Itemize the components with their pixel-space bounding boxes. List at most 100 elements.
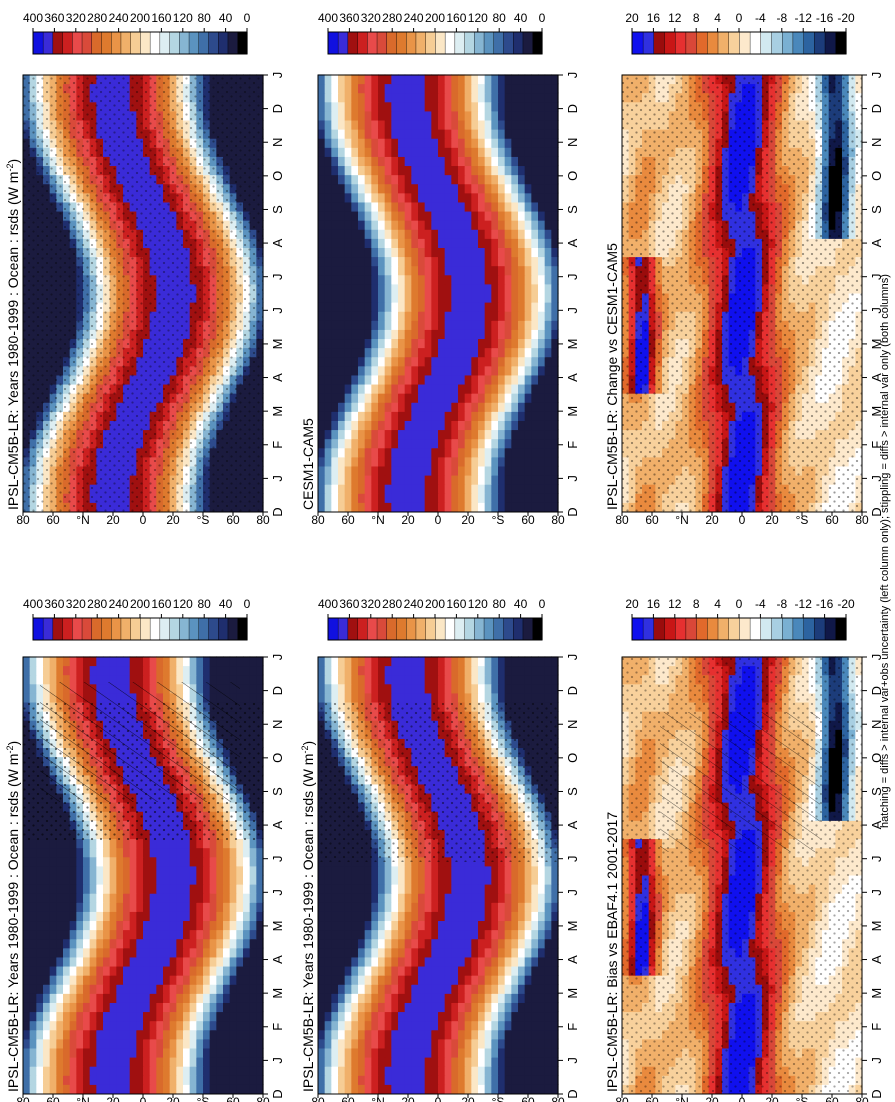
heatmap-cell bbox=[163, 920, 171, 931]
heatmap-cell bbox=[129, 920, 137, 931]
heatmap-cell bbox=[511, 1084, 519, 1094]
heatmap-cell bbox=[209, 674, 217, 685]
heatmap-cell bbox=[344, 902, 352, 912]
heatmap-cell bbox=[524, 865, 532, 876]
heatmap-cell bbox=[351, 975, 359, 985]
heatmap-cell bbox=[404, 1020, 412, 1031]
heatmap-cell bbox=[209, 1066, 217, 1076]
heatmap-cell bbox=[524, 674, 532, 685]
heatmap-cell bbox=[398, 947, 406, 958]
heatmap-cell bbox=[196, 1084, 204, 1094]
heatmap-cell bbox=[216, 674, 224, 685]
heatmap-cell bbox=[338, 929, 346, 940]
heatmap-cell bbox=[103, 893, 111, 903]
heatmap-cell bbox=[338, 975, 346, 985]
heatmap-cell bbox=[203, 665, 211, 676]
heatmap-cell bbox=[63, 856, 71, 867]
heatmap-cell bbox=[169, 1038, 177, 1049]
heatmap-cell bbox=[136, 947, 144, 958]
heatmap-cell bbox=[96, 929, 104, 940]
heatmap-cell bbox=[203, 674, 211, 685]
heatmap-cell bbox=[123, 1047, 131, 1058]
heatmap-cell bbox=[324, 947, 332, 958]
heatmap-cell bbox=[129, 847, 137, 858]
heatmap-cell bbox=[203, 847, 211, 858]
heatmap-cell bbox=[484, 984, 492, 994]
heatmap-cell bbox=[344, 911, 352, 922]
heatmap-cell bbox=[23, 993, 31, 1003]
heatmap-cell bbox=[391, 884, 399, 894]
heatmap-cell bbox=[243, 920, 251, 931]
heatmap-cell bbox=[189, 1047, 197, 1058]
heatmap-cell bbox=[49, 656, 57, 667]
heatmap-cell bbox=[63, 956, 71, 967]
heatmap-cell bbox=[189, 1038, 197, 1049]
heatmap-cell bbox=[324, 656, 332, 667]
x-tick-label: M bbox=[270, 921, 285, 932]
heatmap-cell bbox=[551, 874, 559, 885]
heatmap-cell bbox=[143, 1029, 151, 1040]
heatmap-cell bbox=[378, 1047, 386, 1058]
heatmap-cell bbox=[424, 1084, 432, 1094]
heatmap-cell bbox=[63, 665, 71, 676]
heatmap-cell bbox=[424, 956, 432, 967]
heatmap-cell bbox=[83, 856, 91, 867]
heatmap-cell bbox=[438, 1038, 446, 1049]
heatmap-cell bbox=[378, 947, 386, 958]
heatmap-cell bbox=[438, 656, 446, 667]
y-tick-label: 60 bbox=[46, 1095, 60, 1102]
heatmap-cell bbox=[318, 1029, 326, 1040]
heatmap-cell bbox=[189, 911, 197, 922]
heatmap-cell bbox=[196, 1056, 204, 1067]
heatmap-cell bbox=[96, 938, 104, 949]
heatmap-cell bbox=[89, 920, 97, 931]
heatmap-cell bbox=[551, 1047, 559, 1058]
heatmap-cell bbox=[83, 975, 91, 985]
heatmap-cell bbox=[458, 1038, 466, 1049]
heatmap-cell bbox=[438, 929, 446, 940]
heatmap-cell bbox=[351, 984, 359, 994]
heatmap-cell bbox=[364, 1029, 372, 1040]
heatmap-cell bbox=[338, 1038, 346, 1049]
heatmap-cell bbox=[451, 1038, 459, 1049]
heatmap-cell bbox=[63, 1011, 71, 1022]
heatmap-cell bbox=[371, 993, 379, 1003]
heatmap-cell bbox=[458, 1002, 466, 1013]
heatmap-cell bbox=[504, 665, 512, 676]
heatmap-cell bbox=[424, 865, 432, 876]
heatmap-cell bbox=[183, 1047, 191, 1058]
heatmap-cell bbox=[83, 674, 91, 685]
heatmap-cell bbox=[338, 920, 346, 931]
heatmap-cell bbox=[404, 1075, 412, 1085]
heatmap-cell bbox=[243, 665, 251, 676]
heatmap-cell bbox=[49, 674, 57, 685]
heatmap-cell bbox=[544, 902, 552, 912]
heatmap-cell bbox=[338, 692, 346, 703]
heatmap-cell bbox=[364, 920, 372, 931]
heatmap-cell bbox=[418, 1066, 426, 1076]
heatmap-cell bbox=[229, 902, 237, 912]
heatmap-cell bbox=[116, 1047, 124, 1058]
heatmap-cell bbox=[129, 938, 137, 949]
heatmap-cell bbox=[156, 956, 164, 967]
heatmap-cell bbox=[203, 1002, 211, 1013]
heatmap-cell bbox=[236, 1038, 244, 1049]
heatmap-cell bbox=[229, 1084, 237, 1094]
heatmap-cell bbox=[149, 1066, 157, 1076]
heatmap-cell bbox=[504, 1056, 512, 1067]
heatmap-cell bbox=[531, 947, 539, 958]
heatmap-cell bbox=[156, 1047, 164, 1058]
heatmap-cell bbox=[36, 902, 44, 912]
heatmap-cell bbox=[183, 929, 191, 940]
hatching-overlay-1 bbox=[40, 682, 240, 802]
heatmap-cell bbox=[23, 674, 31, 685]
heatmap-cell bbox=[478, 956, 486, 967]
heatmap-cell bbox=[236, 1020, 244, 1031]
heatmap-cell bbox=[96, 874, 104, 885]
heatmap-cell bbox=[109, 902, 117, 912]
heatmap-cell bbox=[103, 1029, 111, 1040]
heatmap-cell bbox=[203, 902, 211, 912]
heatmap-cell bbox=[163, 1002, 171, 1013]
heatmap-cell bbox=[83, 1038, 91, 1049]
heatmap-cell bbox=[331, 965, 339, 976]
